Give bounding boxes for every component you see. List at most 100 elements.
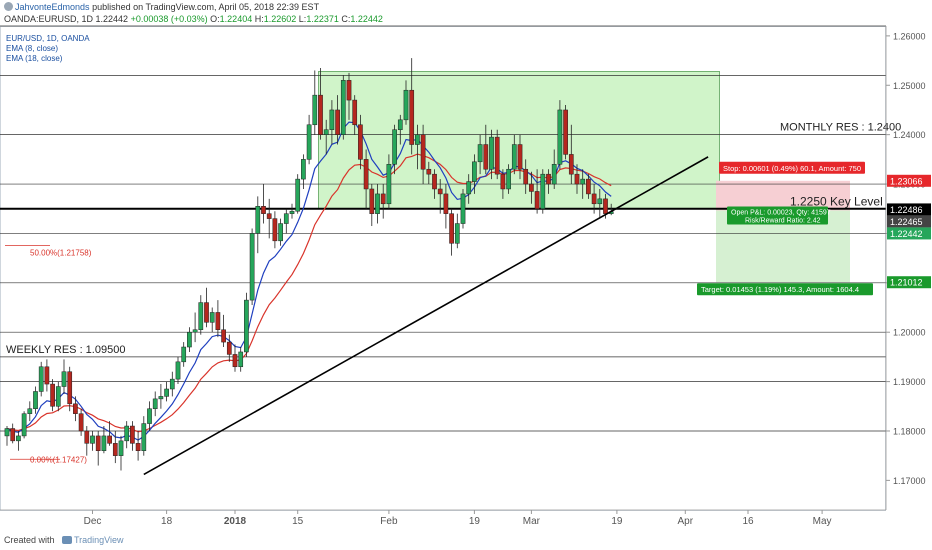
candle[interactable] bbox=[4, 426, 10, 446]
legend-ema-slow[interactable]: EMA (18, close) bbox=[6, 54, 63, 63]
candle[interactable] bbox=[312, 70, 318, 135]
candle[interactable] bbox=[38, 361, 44, 397]
candle[interactable] bbox=[289, 203, 295, 219]
candle[interactable] bbox=[500, 169, 506, 199]
candle[interactable] bbox=[21, 411, 27, 439]
candle[interactable] bbox=[272, 211, 278, 249]
candle[interactable] bbox=[50, 379, 55, 412]
entry-price-tag[interactable] bbox=[887, 215, 931, 228]
candle[interactable] bbox=[124, 421, 130, 449]
candle[interactable] bbox=[278, 218, 283, 246]
candle[interactable] bbox=[73, 396, 78, 422]
candle[interactable] bbox=[437, 179, 443, 214]
candle[interactable] bbox=[130, 421, 135, 451]
candle[interactable] bbox=[147, 401, 152, 431]
candle[interactable] bbox=[340, 75, 346, 140]
candle[interactable] bbox=[466, 174, 472, 204]
candle[interactable] bbox=[27, 401, 33, 422]
candle[interactable] bbox=[420, 124, 426, 185]
candle[interactable] bbox=[244, 292, 249, 357]
candle[interactable] bbox=[16, 430, 21, 451]
candle[interactable] bbox=[152, 391, 158, 417]
candle[interactable] bbox=[323, 119, 329, 155]
candle[interactable] bbox=[352, 95, 358, 135]
candle[interactable] bbox=[101, 426, 107, 454]
candle[interactable] bbox=[426, 161, 432, 185]
candle[interactable] bbox=[329, 100, 335, 145]
candle[interactable] bbox=[107, 421, 112, 446]
candle[interactable] bbox=[112, 430, 118, 464]
candle[interactable] bbox=[84, 426, 90, 456]
candle[interactable] bbox=[586, 174, 591, 199]
candle[interactable] bbox=[198, 295, 204, 335]
candle[interactable] bbox=[266, 198, 272, 239]
candle[interactable] bbox=[61, 359, 67, 394]
price-axis[interactable]: 1.170001.180001.190001.200001.210001.220… bbox=[885, 26, 931, 510]
candle[interactable] bbox=[118, 435, 124, 471]
candle[interactable] bbox=[90, 430, 95, 451]
candle[interactable] bbox=[494, 129, 500, 180]
candle[interactable] bbox=[301, 154, 306, 189]
target-info-box[interactable] bbox=[697, 283, 873, 296]
candle[interactable] bbox=[534, 169, 540, 214]
candle[interactable] bbox=[187, 327, 192, 352]
candle[interactable] bbox=[523, 159, 529, 194]
time-axis[interactable]: Dec 18 2018 15 Feb 19 Mar 19 Apr 16 May bbox=[0, 509, 886, 527]
legend-ema-fast[interactable]: EMA (8, close) bbox=[6, 44, 59, 53]
candle[interactable] bbox=[386, 154, 392, 209]
tradingview-brand[interactable]: TradingView bbox=[62, 535, 124, 545]
candle[interactable] bbox=[10, 423, 16, 444]
current-price-tag[interactable] bbox=[887, 227, 931, 240]
candle[interactable] bbox=[238, 347, 244, 372]
trendline-layer[interactable] bbox=[143, 156, 709, 476]
candle[interactable] bbox=[489, 129, 494, 180]
candle[interactable] bbox=[568, 124, 574, 185]
candle[interactable] bbox=[261, 184, 266, 224]
candle[interactable] bbox=[135, 430, 141, 461]
candle[interactable] bbox=[95, 430, 101, 466]
candle[interactable] bbox=[141, 416, 147, 456]
candle[interactable] bbox=[597, 188, 603, 219]
candle[interactable] bbox=[557, 100, 563, 170]
candle[interactable] bbox=[363, 149, 369, 209]
candle[interactable] bbox=[483, 124, 489, 175]
candle[interactable] bbox=[591, 184, 597, 214]
candle[interactable] bbox=[415, 124, 420, 170]
candle[interactable] bbox=[409, 58, 415, 155]
candle[interactable] bbox=[55, 381, 61, 412]
candle[interactable] bbox=[295, 174, 301, 214]
stop-zone[interactable] bbox=[716, 180, 850, 211]
candle[interactable] bbox=[33, 386, 38, 414]
candle[interactable] bbox=[551, 149, 557, 189]
candle[interactable] bbox=[255, 196, 261, 254]
candle[interactable] bbox=[369, 184, 375, 227]
candle[interactable] bbox=[215, 300, 221, 338]
candle[interactable] bbox=[67, 366, 73, 412]
candle[interactable] bbox=[192, 312, 198, 343]
candle[interactable] bbox=[346, 72, 352, 120]
candle[interactable] bbox=[318, 67, 323, 140]
candle[interactable] bbox=[169, 371, 175, 397]
level-price-tag[interactable] bbox=[887, 203, 931, 216]
candle[interactable] bbox=[358, 114, 363, 170]
candle[interactable] bbox=[232, 344, 238, 372]
author-name[interactable]: JahvonteEdmonds bbox=[15, 2, 90, 12]
candle[interactable] bbox=[403, 80, 409, 125]
candle[interactable] bbox=[175, 356, 181, 385]
candle[interactable] bbox=[164, 381, 169, 402]
open-pl-box[interactable] bbox=[727, 206, 828, 225]
candle[interactable] bbox=[506, 164, 511, 194]
candle[interactable] bbox=[397, 114, 403, 145]
candle[interactable] bbox=[209, 307, 215, 333]
trendline[interactable] bbox=[143, 156, 709, 476]
candle[interactable] bbox=[574, 164, 580, 194]
candle[interactable] bbox=[221, 314, 226, 348]
candle[interactable] bbox=[283, 208, 289, 234]
candle[interactable] bbox=[204, 287, 209, 328]
candle[interactable] bbox=[181, 342, 187, 367]
candle[interactable] bbox=[472, 154, 477, 194]
candle[interactable] bbox=[226, 334, 232, 362]
consolidation-box[interactable] bbox=[318, 71, 720, 210]
price-chart[interactable]: MONTHLY RES : 1.2400 1.2250 Key Level WEEK… bbox=[0, 0, 932, 530]
candle[interactable] bbox=[546, 169, 551, 194]
